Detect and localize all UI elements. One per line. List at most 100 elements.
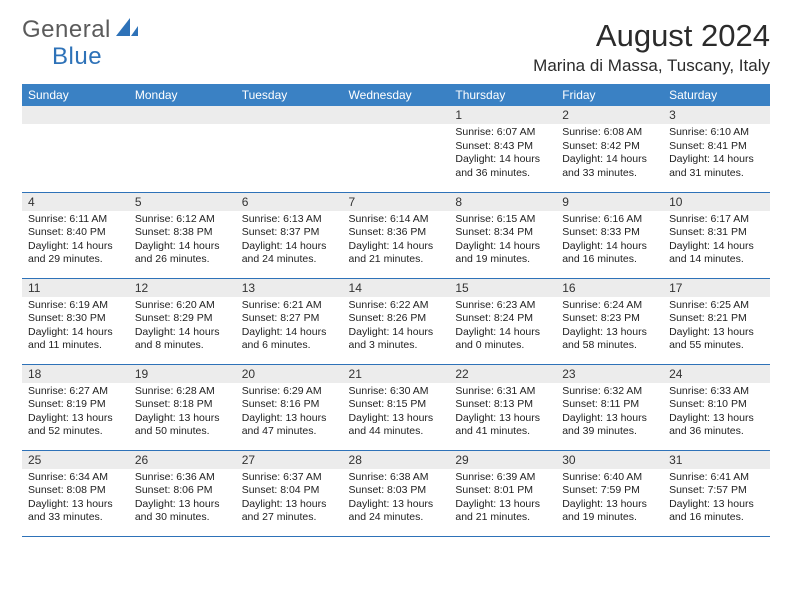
month-title: August 2024 — [533, 18, 770, 54]
day-number: 11 — [22, 279, 129, 297]
sunset-text: Sunset: 8:08 PM — [28, 484, 123, 498]
sunrise-text: Sunrise: 6:38 AM — [349, 471, 444, 485]
day-details: Sunrise: 6:07 AMSunset: 8:43 PMDaylight:… — [449, 124, 556, 185]
sunrise-text: Sunrise: 6:13 AM — [242, 213, 337, 227]
day-details: Sunrise: 6:28 AMSunset: 8:18 PMDaylight:… — [129, 383, 236, 444]
calendar-row: 18Sunrise: 6:27 AMSunset: 8:19 PMDayligh… — [22, 364, 770, 450]
day-number: 25 — [22, 451, 129, 469]
day-details: Sunrise: 6:34 AMSunset: 8:08 PMDaylight:… — [22, 469, 129, 530]
day-details: Sunrise: 6:38 AMSunset: 8:03 PMDaylight:… — [343, 469, 450, 530]
day-details: Sunrise: 6:27 AMSunset: 8:19 PMDaylight:… — [22, 383, 129, 444]
day-details: Sunrise: 6:23 AMSunset: 8:24 PMDaylight:… — [449, 297, 556, 358]
daylight-text: Daylight: 14 hours and 16 minutes. — [562, 240, 657, 267]
weekday-header: Wednesday — [343, 84, 450, 106]
sunrise-text: Sunrise: 6:31 AM — [455, 385, 550, 399]
day-details: Sunrise: 6:41 AMSunset: 7:57 PMDaylight:… — [663, 469, 770, 530]
daylight-text: Daylight: 13 hours and 19 minutes. — [562, 498, 657, 525]
sunrise-text: Sunrise: 6:36 AM — [135, 471, 230, 485]
sunrise-text: Sunrise: 6:10 AM — [669, 126, 764, 140]
location-text: Marina di Massa, Tuscany, Italy — [533, 56, 770, 76]
day-number: 12 — [129, 279, 236, 297]
weekday-header: Friday — [556, 84, 663, 106]
sunrise-text: Sunrise: 6:32 AM — [562, 385, 657, 399]
daylight-text: Daylight: 13 hours and 41 minutes. — [455, 412, 550, 439]
day-details: Sunrise: 6:31 AMSunset: 8:13 PMDaylight:… — [449, 383, 556, 444]
daylight-text: Daylight: 13 hours and 58 minutes. — [562, 326, 657, 353]
sunrise-text: Sunrise: 6:23 AM — [455, 299, 550, 313]
calendar-cell: 8Sunrise: 6:15 AMSunset: 8:34 PMDaylight… — [449, 192, 556, 278]
sunset-text: Sunset: 8:38 PM — [135, 226, 230, 240]
sunset-text: Sunset: 8:11 PM — [562, 398, 657, 412]
sunrise-text: Sunrise: 6:16 AM — [562, 213, 657, 227]
day-number — [236, 106, 343, 124]
day-number — [343, 106, 450, 124]
day-number: 26 — [129, 451, 236, 469]
day-details: Sunrise: 6:19 AMSunset: 8:30 PMDaylight:… — [22, 297, 129, 358]
sunset-text: Sunset: 8:04 PM — [242, 484, 337, 498]
day-details — [343, 124, 450, 130]
daylight-text: Daylight: 14 hours and 19 minutes. — [455, 240, 550, 267]
sunrise-text: Sunrise: 6:34 AM — [28, 471, 123, 485]
calendar-cell: 30Sunrise: 6:40 AMSunset: 7:59 PMDayligh… — [556, 450, 663, 536]
weekday-header: Thursday — [449, 84, 556, 106]
daylight-text: Daylight: 13 hours and 27 minutes. — [242, 498, 337, 525]
sunset-text: Sunset: 8:10 PM — [669, 398, 764, 412]
sunset-text: Sunset: 8:43 PM — [455, 140, 550, 154]
day-number: 6 — [236, 193, 343, 211]
day-details: Sunrise: 6:08 AMSunset: 8:42 PMDaylight:… — [556, 124, 663, 185]
daylight-text: Daylight: 13 hours and 24 minutes. — [349, 498, 444, 525]
sunset-text: Sunset: 8:18 PM — [135, 398, 230, 412]
sunrise-text: Sunrise: 6:39 AM — [455, 471, 550, 485]
sunset-text: Sunset: 8:13 PM — [455, 398, 550, 412]
logo-word-2: Blue — [52, 45, 140, 69]
calendar-cell: 5Sunrise: 6:12 AMSunset: 8:38 PMDaylight… — [129, 192, 236, 278]
calendar-cell: 20Sunrise: 6:29 AMSunset: 8:16 PMDayligh… — [236, 364, 343, 450]
calendar-cell: 14Sunrise: 6:22 AMSunset: 8:26 PMDayligh… — [343, 278, 450, 364]
daylight-text: Daylight: 14 hours and 24 minutes. — [242, 240, 337, 267]
calendar-cell: 15Sunrise: 6:23 AMSunset: 8:24 PMDayligh… — [449, 278, 556, 364]
logo-word-1: General — [22, 16, 111, 43]
sunrise-text: Sunrise: 6:37 AM — [242, 471, 337, 485]
day-number: 20 — [236, 365, 343, 383]
day-details: Sunrise: 6:13 AMSunset: 8:37 PMDaylight:… — [236, 211, 343, 272]
day-details: Sunrise: 6:16 AMSunset: 8:33 PMDaylight:… — [556, 211, 663, 272]
calendar-cell: 19Sunrise: 6:28 AMSunset: 8:18 PMDayligh… — [129, 364, 236, 450]
sunrise-text: Sunrise: 6:20 AM — [135, 299, 230, 313]
calendar-row: 11Sunrise: 6:19 AMSunset: 8:30 PMDayligh… — [22, 278, 770, 364]
sunset-text: Sunset: 8:40 PM — [28, 226, 123, 240]
calendar-row: 4Sunrise: 6:11 AMSunset: 8:40 PMDaylight… — [22, 192, 770, 278]
sunset-text: Sunset: 7:59 PM — [562, 484, 657, 498]
day-details: Sunrise: 6:30 AMSunset: 8:15 PMDaylight:… — [343, 383, 450, 444]
calendar-cell: 22Sunrise: 6:31 AMSunset: 8:13 PMDayligh… — [449, 364, 556, 450]
calendar-cell: 2Sunrise: 6:08 AMSunset: 8:42 PMDaylight… — [556, 106, 663, 192]
logo: General Blue — [22, 18, 140, 69]
sunset-text: Sunset: 8:27 PM — [242, 312, 337, 326]
calendar-cell — [129, 106, 236, 192]
day-details: Sunrise: 6:32 AMSunset: 8:11 PMDaylight:… — [556, 383, 663, 444]
day-number: 17 — [663, 279, 770, 297]
calendar-cell: 11Sunrise: 6:19 AMSunset: 8:30 PMDayligh… — [22, 278, 129, 364]
daylight-text: Daylight: 13 hours and 33 minutes. — [28, 498, 123, 525]
daylight-text: Daylight: 13 hours and 55 minutes. — [669, 326, 764, 353]
sunset-text: Sunset: 7:57 PM — [669, 484, 764, 498]
day-details: Sunrise: 6:36 AMSunset: 8:06 PMDaylight:… — [129, 469, 236, 530]
day-number — [129, 106, 236, 124]
day-number: 5 — [129, 193, 236, 211]
daylight-text: Daylight: 14 hours and 21 minutes. — [349, 240, 444, 267]
daylight-text: Daylight: 13 hours and 47 minutes. — [242, 412, 337, 439]
day-number: 30 — [556, 451, 663, 469]
sail-icon — [116, 18, 140, 43]
day-number: 28 — [343, 451, 450, 469]
day-number: 27 — [236, 451, 343, 469]
daylight-text: Daylight: 13 hours and 30 minutes. — [135, 498, 230, 525]
day-details: Sunrise: 6:10 AMSunset: 8:41 PMDaylight:… — [663, 124, 770, 185]
daylight-text: Daylight: 13 hours and 36 minutes. — [669, 412, 764, 439]
calendar-cell: 7Sunrise: 6:14 AMSunset: 8:36 PMDaylight… — [343, 192, 450, 278]
calendar-cell: 4Sunrise: 6:11 AMSunset: 8:40 PMDaylight… — [22, 192, 129, 278]
sunrise-text: Sunrise: 6:41 AM — [669, 471, 764, 485]
calendar-cell: 23Sunrise: 6:32 AMSunset: 8:11 PMDayligh… — [556, 364, 663, 450]
calendar-cell — [236, 106, 343, 192]
calendar-cell: 12Sunrise: 6:20 AMSunset: 8:29 PMDayligh… — [129, 278, 236, 364]
day-details: Sunrise: 6:21 AMSunset: 8:27 PMDaylight:… — [236, 297, 343, 358]
day-details: Sunrise: 6:39 AMSunset: 8:01 PMDaylight:… — [449, 469, 556, 530]
